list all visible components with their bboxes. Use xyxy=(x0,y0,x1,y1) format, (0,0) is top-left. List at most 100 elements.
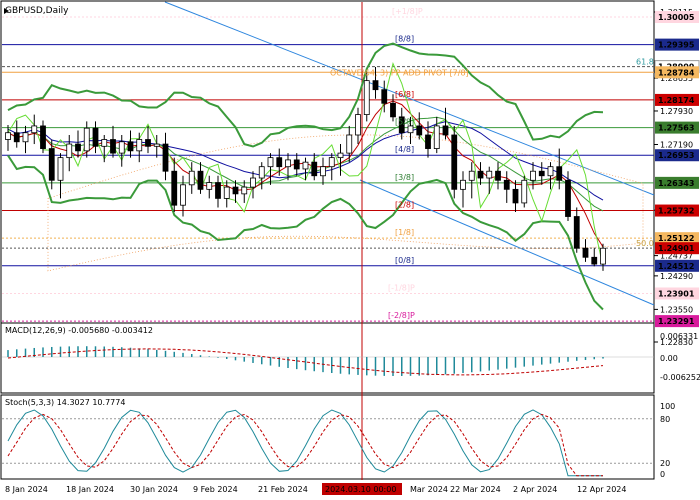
candle xyxy=(381,80,388,113)
candle-body xyxy=(451,134,458,190)
candle-body xyxy=(355,114,361,136)
candle-body xyxy=(495,170,501,181)
price-label-box: 1.26953 xyxy=(655,149,699,162)
candle xyxy=(101,134,108,163)
candle-body xyxy=(547,166,554,177)
price-label-text: 1.25732 xyxy=(658,207,694,216)
candle-body xyxy=(197,170,204,190)
trend-line-upper xyxy=(164,1,655,196)
candle xyxy=(92,121,99,154)
stoch-axis-label: 80 xyxy=(660,415,670,424)
bollinger-lower xyxy=(7,154,604,311)
candle-body xyxy=(311,161,318,177)
candle xyxy=(206,175,213,199)
price-label-bg xyxy=(655,315,699,328)
candle xyxy=(565,171,571,222)
date-label: 9 Feb 2024 xyxy=(193,485,238,494)
candle xyxy=(486,166,493,194)
price-label-bg xyxy=(655,121,699,134)
candle-body xyxy=(136,139,143,152)
candle-body xyxy=(285,159,291,168)
candle xyxy=(110,125,116,158)
candle-body xyxy=(381,89,388,104)
candle-body xyxy=(302,161,309,170)
candle xyxy=(425,121,431,158)
candle xyxy=(57,153,64,199)
candle-body xyxy=(530,170,536,181)
candle xyxy=(31,114,38,145)
candle xyxy=(328,153,335,181)
murrey-label: [5/8] xyxy=(395,118,414,127)
price-label-bg xyxy=(655,259,699,272)
candle xyxy=(241,180,248,203)
bollinger-upper xyxy=(7,42,604,148)
candle xyxy=(83,121,90,158)
candle-body xyxy=(276,157,283,168)
stoch-axis-label: 100 xyxy=(660,402,675,411)
price-label-text: 1.24901 xyxy=(658,244,695,253)
candle-body xyxy=(600,247,606,265)
date-label: 21 Feb 2024 xyxy=(258,485,308,494)
candle-body xyxy=(250,177,256,188)
candle xyxy=(477,162,484,185)
candle xyxy=(363,71,370,122)
murrey-label: [+1/8]P xyxy=(392,7,423,16)
murrey-label: [4/8] xyxy=(395,145,414,154)
candle-body xyxy=(521,179,528,204)
stoch-d-line xyxy=(7,413,603,477)
date-label: 8 Jan 2024 xyxy=(5,485,48,494)
candle xyxy=(355,107,361,145)
candle-body xyxy=(320,166,326,177)
candle-body xyxy=(180,184,186,206)
price-label-text: 1.30005 xyxy=(658,13,695,22)
macd-signal xyxy=(7,348,604,376)
candle xyxy=(320,157,326,185)
candle xyxy=(416,112,423,140)
price-label-text: 1.26343 xyxy=(658,179,694,188)
candle xyxy=(451,125,458,199)
price-label-bg xyxy=(655,176,699,189)
candle-body xyxy=(512,188,519,204)
candle xyxy=(75,130,81,158)
candle-body xyxy=(328,157,335,168)
price-label-text: 1.23291 xyxy=(658,317,695,326)
price-tick-label: 1.24290 xyxy=(660,272,693,281)
trend-line-lower xyxy=(359,179,655,306)
price-label-box: 1.29395 xyxy=(655,38,699,51)
price-label-bg xyxy=(655,38,699,51)
candle xyxy=(293,153,300,176)
candle-body xyxy=(92,127,99,147)
candle-body xyxy=(337,152,344,159)
candle-body xyxy=(416,125,423,136)
candle xyxy=(582,239,589,262)
candle xyxy=(276,148,283,176)
candle xyxy=(180,175,186,217)
candle-body xyxy=(433,125,440,149)
candle-body xyxy=(460,179,466,190)
murrey-label: [-1/8]P xyxy=(388,283,415,292)
fib-label: 61.8 xyxy=(636,58,654,67)
murrey-label: [2/8] xyxy=(395,201,414,210)
murrey-label: [3/8] xyxy=(395,173,414,182)
candle xyxy=(302,157,309,181)
price-label-text: 1.28174 xyxy=(658,96,695,105)
candle xyxy=(372,67,379,99)
candle-body xyxy=(75,143,81,152)
candle-body xyxy=(398,116,405,134)
price-label-text: 1.28784 xyxy=(658,68,695,77)
price-label-text: 1.29395 xyxy=(658,41,695,50)
candle-body xyxy=(5,132,11,140)
murrey-label: [-2/8]P xyxy=(388,311,415,320)
candle xyxy=(311,153,318,181)
candle-body xyxy=(468,170,475,181)
price-label-bg xyxy=(655,242,699,255)
candle-body xyxy=(188,170,195,186)
candle-body xyxy=(101,139,108,147)
candle-body xyxy=(573,216,580,249)
price-tick-label: 1.27190 xyxy=(660,140,693,149)
price-label-bg xyxy=(655,204,699,217)
candle-body xyxy=(258,166,265,179)
candle xyxy=(390,94,396,122)
candle xyxy=(503,171,510,203)
